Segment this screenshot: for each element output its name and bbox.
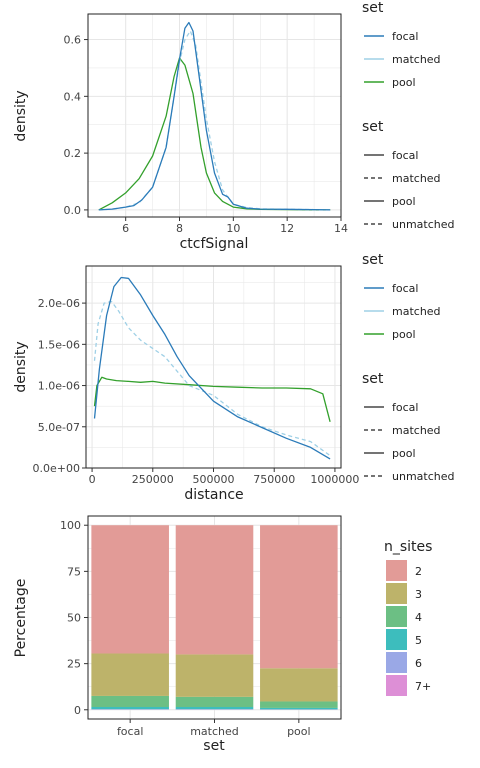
x-tick-label: focal — [117, 725, 143, 738]
y-tick-label: 0.6 — [64, 34, 82, 47]
series-line-focal — [98, 21, 331, 211]
legend-swatch-2 — [386, 560, 407, 581]
legend-label: focal — [392, 401, 418, 414]
legend-title: set — [362, 371, 384, 387]
stacked-bars — [91, 525, 338, 710]
y-tick-label: 0.2 — [64, 147, 82, 160]
legend: n_sites 2 3 4 5 6 7+ — [384, 539, 432, 696]
bar-segment-5 — [175, 707, 254, 710]
y-tick-label: 50 — [67, 612, 81, 625]
legend-label: pool — [392, 328, 416, 341]
series-line-pool — [93, 376, 331, 422]
axis-ticks: 0 25 50 75 100 focal matched pool — [60, 519, 311, 738]
y-tick-label: 1.0e-06 — [38, 380, 80, 393]
bar-segment-2 — [91, 525, 169, 654]
y-axis-title: density — [13, 90, 29, 141]
bar-segment-5 — [91, 707, 169, 710]
density-ctcfsignal-panel: 6 8 10 12 140.00.20.40.6 ctcfSignal density … — [13, 0, 454, 252]
y-tick-label: 0.0e+00 — [33, 462, 80, 475]
bar-segment-3 — [91, 653, 169, 696]
legend-label: matched — [392, 424, 441, 437]
x-tick-label: 750000 — [253, 473, 295, 486]
legend-title: set — [362, 0, 384, 16]
legend-swatch-6 — [386, 652, 407, 673]
axis-ticks: 0 250000 500000 750000 1000000 0.0e+00 5.0e-07… — [33, 297, 360, 486]
x-tick-label: 10 — [226, 222, 240, 235]
bar-segment-4 — [175, 696, 254, 708]
y-axis-title: density — [13, 341, 29, 392]
x-tick-label: 6 — [122, 222, 129, 235]
bar-segment-5 — [260, 707, 338, 710]
x-tick-label: 14 — [334, 222, 348, 235]
bar-segment-2 — [260, 525, 338, 669]
x-tick-label: 250000 — [132, 473, 174, 486]
legend-swatch-5 — [386, 629, 407, 650]
legend-title: n_sites — [384, 539, 432, 555]
y-tick-label: 25 — [67, 658, 81, 671]
legend-swatch-4 — [386, 606, 407, 627]
bar-segment-4 — [260, 701, 338, 708]
bar-segment-3 — [260, 668, 338, 702]
legend-label: focal — [392, 282, 418, 295]
y-tick-label: 2.0e-06 — [38, 297, 80, 310]
y-tick-label: 100 — [60, 519, 81, 532]
bar-segment-4 — [91, 695, 169, 708]
series-line-matched — [93, 300, 331, 457]
legend-label: 6 — [415, 657, 422, 670]
axis-ticks: 6 8 10 12 14 0.0 0.2 0.4 0.6 — [64, 34, 349, 235]
legend-swatch-3 — [386, 583, 407, 604]
density-lines — [98, 21, 331, 211]
x-tick-label: 0 — [89, 473, 96, 486]
grid — [86, 266, 341, 469]
legend-label: matched — [392, 53, 441, 66]
legend-label: pool — [392, 195, 416, 208]
x-tick-label: 8 — [176, 222, 183, 235]
bar-segment-3 — [175, 654, 254, 697]
x-axis-title: distance — [184, 487, 243, 503]
x-tick-label: 500000 — [193, 473, 235, 486]
legend-title: set — [362, 252, 384, 268]
legend-label: pool — [392, 76, 416, 89]
legend-label: 3 — [415, 588, 422, 601]
y-tick-label: 0 — [74, 704, 81, 717]
x-tick-label: matched — [190, 725, 239, 738]
legend-label: matched — [392, 172, 441, 185]
bar-segment-2 — [175, 525, 254, 655]
x-tick-label: 12 — [280, 222, 294, 235]
legend: set focal matched pool set focal matched pool un… — [362, 0, 454, 231]
x-axis-title: ctcfSignal — [180, 236, 249, 252]
series-line-focal — [93, 276, 331, 460]
legend: set focal matched pool set focal matched pool un… — [362, 252, 454, 483]
series-line-pool — [98, 57, 331, 211]
y-tick-label: 0.4 — [64, 90, 82, 103]
grid — [88, 14, 342, 217]
legend-label: focal — [392, 149, 418, 162]
x-tick-label: pool — [287, 725, 311, 738]
density-lines — [93, 276, 331, 460]
plot-frame — [87, 13, 342, 218]
series-line-matched — [98, 30, 331, 211]
y-axis-title: Percentage — [13, 579, 29, 658]
legend-label: unmatched — [392, 218, 454, 231]
legend-label: 5 — [415, 634, 422, 647]
legend-label: unmatched — [392, 470, 454, 483]
x-axis-title: set — [203, 738, 225, 754]
y-tick-label: 5.0e-07 — [38, 421, 80, 434]
legend-label: matched — [392, 305, 441, 318]
legend-title: set — [362, 119, 384, 135]
legend-label: 2 — [415, 565, 422, 578]
legend-label: 7+ — [415, 680, 431, 693]
legend-label: pool — [392, 447, 416, 460]
legend-label: focal — [392, 30, 418, 43]
x-tick-label: 1000000 — [310, 473, 359, 486]
y-tick-label: 0.0 — [64, 204, 82, 217]
y-tick-label: 75 — [67, 565, 81, 578]
legend-label: 4 — [415, 611, 422, 624]
density-distance-panel: 0 250000 500000 750000 1000000 0.0e+00 5.0e-07… — [13, 252, 454, 503]
y-tick-label: 1.5e-06 — [38, 338, 80, 351]
legend-swatch-7+ — [386, 675, 407, 696]
